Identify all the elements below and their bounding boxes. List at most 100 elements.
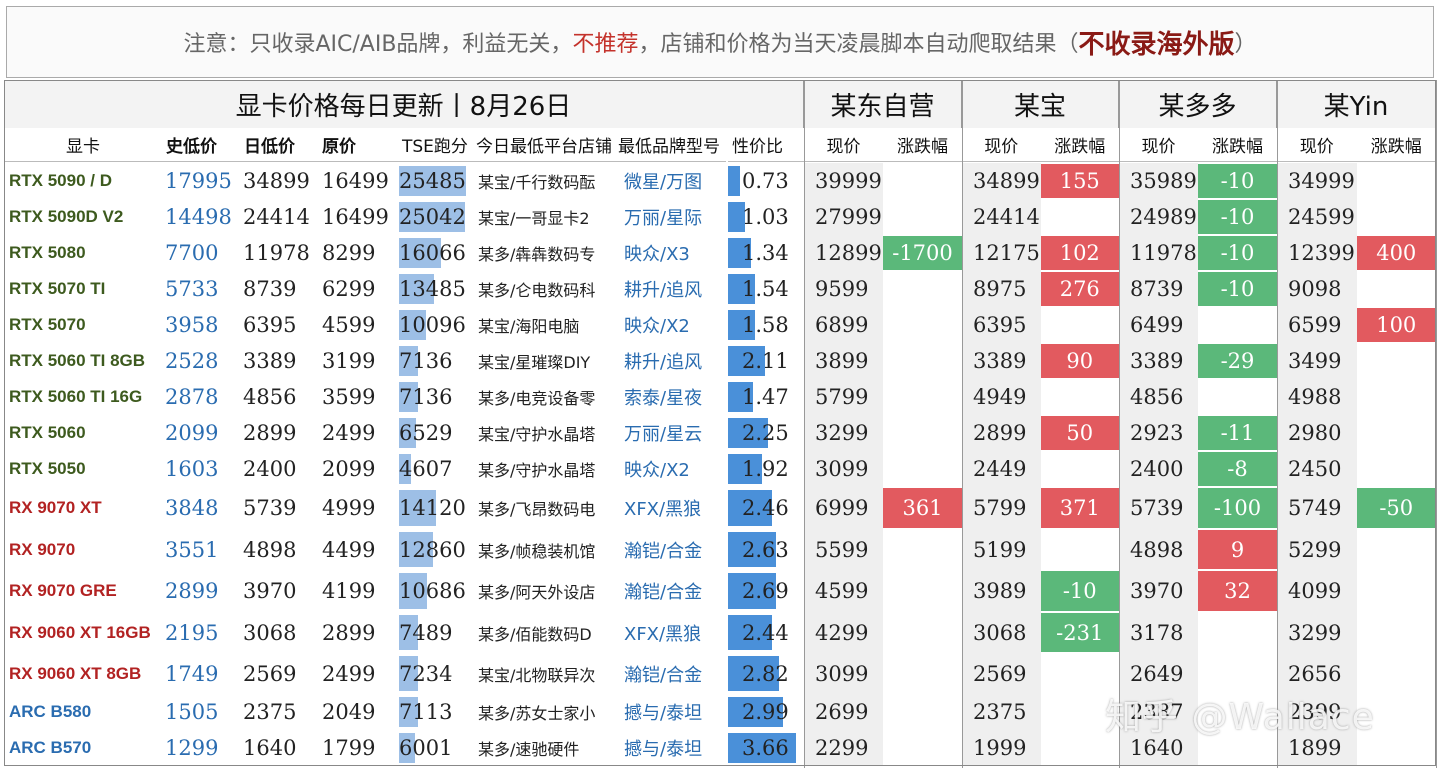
- value-bar: [728, 418, 768, 448]
- day-low-price: 3389: [243, 349, 297, 373]
- tse-bar: [399, 202, 465, 232]
- value-ratio: 2.11: [742, 349, 789, 373]
- tse-score: 14120: [399, 496, 466, 520]
- platform-price-change: 32: [1198, 571, 1277, 611]
- gpu-name: RTX 5060: [9, 423, 86, 442]
- lowest-brand-model: 撼与/泰坦: [624, 739, 703, 760]
- hist-low-price: 1749: [165, 661, 219, 686]
- platform-price-change: [1040, 695, 1119, 729]
- platform-price-change: -11: [1198, 416, 1277, 450]
- platform-price-change: [1198, 654, 1277, 693]
- tse-score-cell: 6529: [399, 415, 472, 451]
- platform-current-price: 27999: [805, 199, 883, 235]
- lowest-brand-model: 索泰/星夜: [624, 388, 703, 409]
- gpu-name: RX 9070 GRE: [9, 581, 117, 600]
- tse-score: 6529: [399, 421, 453, 445]
- hist-low-price: 2195: [165, 620, 219, 645]
- platform-price-change: -10: [1198, 236, 1277, 270]
- tse-score-cell: 4607: [399, 451, 472, 487]
- hist-low-price: 1299: [165, 736, 219, 760]
- gpu-name: RTX 5070: [9, 315, 86, 334]
- value-ratio-cell: 1.34: [728, 235, 804, 271]
- day-low-price: 2375: [243, 700, 297, 724]
- tse-score-cell: 25042: [399, 199, 472, 235]
- value-bar: [728, 490, 772, 526]
- msrp-price: 2499: [322, 661, 376, 686]
- tse-score: 7136: [399, 349, 453, 373]
- hist-low-price: 2899: [165, 579, 219, 603]
- platform-current-price: 8739: [1120, 271, 1198, 307]
- tse-bar: [399, 274, 434, 304]
- platform-current-price: 4898: [1120, 529, 1198, 570]
- tse-score: 10686: [399, 579, 466, 603]
- platform-price-change: [1198, 308, 1277, 342]
- value-ratio: 2.25: [742, 421, 789, 445]
- value-ratio-cell: 1.03: [728, 199, 804, 235]
- msrp-price: 4499: [322, 537, 376, 562]
- day-low-price: 2899: [243, 421, 297, 445]
- value-bar: [728, 382, 753, 412]
- platform-current-price: 2375: [963, 694, 1041, 730]
- platform-current-price: 3499: [1278, 343, 1357, 379]
- platform-price-change: [1356, 654, 1436, 693]
- tse-score-cell: 10096: [399, 307, 472, 343]
- tse-bar: [399, 166, 466, 196]
- platform-price-change: [1040, 200, 1119, 234]
- tse-score: 7489: [399, 620, 453, 645]
- lowest-shop: 某宝/海阳电脑: [478, 317, 580, 336]
- lowest-shop: 某多/仑电数码科: [478, 281, 596, 300]
- notice-banner: 注意：只收录AIC/AIB品牌，利益无关， 不推荐 ，店铺和价格为当天凌晨脚本自动爬…: [6, 6, 1434, 78]
- notice-text-3: ）: [1234, 32, 1257, 57]
- hist-low-price: 17995: [165, 169, 232, 193]
- value-bar: [728, 238, 751, 268]
- lowest-shop: 某宝/星璀璨DIY: [478, 353, 591, 372]
- platform-price-change: [883, 613, 962, 652]
- platform-current-price: 3068: [963, 612, 1041, 653]
- day-low-price: 24414: [243, 205, 310, 229]
- platform-price-change: 102: [1040, 236, 1119, 270]
- value-bar: [728, 202, 745, 232]
- gpu-name: RTX 5090 / D: [9, 171, 112, 190]
- gpu-name: RTX 5060 TI 8GB: [9, 351, 146, 370]
- msrp-price: 2499: [322, 421, 376, 445]
- value-ratio-cell: 0.73: [728, 163, 804, 199]
- tse-score-cell: 7234: [399, 653, 472, 694]
- notice-text-1: 注意：只收录AIC/AIB品牌，利益无关，: [183, 32, 573, 57]
- platform-current-price: 2923: [1120, 415, 1198, 451]
- col-hist-low: 史低价: [162, 128, 240, 162]
- tse-score: 6001: [399, 736, 453, 760]
- platform-current-price: 2699: [805, 694, 883, 730]
- tse-score: 10096: [399, 313, 466, 337]
- gpu-name: RX 9070 XT: [9, 498, 102, 517]
- lowest-brand-model: 撼与/泰坦: [624, 703, 703, 724]
- platform-current-price: 3389: [1120, 343, 1198, 379]
- platform-price-change: [883, 416, 962, 450]
- value-ratio-cell: 2.69: [728, 570, 804, 612]
- notice-not-recommended: 不推荐: [572, 32, 639, 57]
- day-low-price: 8739: [243, 277, 297, 301]
- column-divider: [804, 80, 805, 768]
- column-divider: [1277, 80, 1278, 768]
- value-bar: [728, 573, 776, 609]
- lowest-brand-model: XFX/黑狼: [624, 499, 702, 520]
- platform-price-change: [883, 452, 962, 486]
- sub-change: 涨跌幅: [1356, 128, 1436, 162]
- hist-low-price: 14498: [165, 205, 232, 229]
- platform-price-change: -10: [1198, 200, 1277, 234]
- platform-price-change: [1198, 380, 1277, 414]
- platform-price-change: [1356, 272, 1436, 306]
- day-low-price: 2569: [243, 661, 297, 686]
- platform-current-price: 2387: [1120, 694, 1198, 730]
- lowest-shop: 某多/电竞设备零: [478, 389, 596, 408]
- platform-price-change: [1356, 613, 1436, 652]
- platform-current-price: 24989: [1120, 199, 1198, 235]
- notice-text-2: ，店铺和价格为当天凌晨脚本自动爬取结果（: [638, 32, 1079, 57]
- platform-current-price: 3099: [805, 653, 883, 694]
- value-ratio-cell: 2.11: [728, 343, 804, 379]
- day-low-price: 3970: [243, 579, 297, 603]
- hist-low-price: 5733: [165, 277, 219, 301]
- value-bar: [728, 532, 776, 567]
- platform-price-change: -8: [1198, 452, 1277, 486]
- tse-bar: [399, 346, 418, 376]
- platform-current-price: 5749: [1278, 487, 1357, 529]
